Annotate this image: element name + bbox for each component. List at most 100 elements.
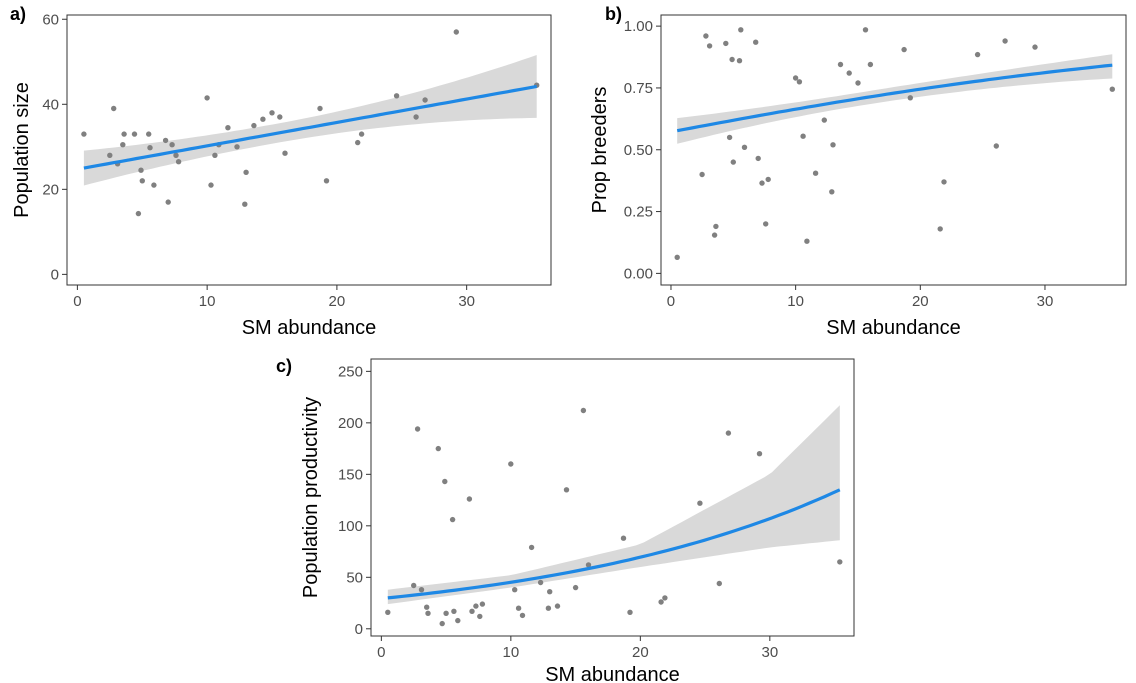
x-tick-label: 20 <box>632 644 649 661</box>
fit-line <box>83 84 537 170</box>
data-point-8 <box>439 620 445 627</box>
data-point-31 <box>282 150 288 156</box>
data-point-36 <box>697 500 703 506</box>
data-point-27 <box>554 603 561 609</box>
data-point-21 <box>800 133 806 139</box>
data-point-38 <box>725 430 732 436</box>
data-point-5 <box>424 604 430 610</box>
y-tick-label: 100 <box>338 518 363 535</box>
data-point-33 <box>907 95 913 101</box>
data-point-32 <box>317 105 323 112</box>
data-point-11 <box>449 516 456 523</box>
data-point-34 <box>355 139 361 146</box>
data-point-21 <box>515 605 522 611</box>
data-point-28 <box>260 116 266 122</box>
data-point-24 <box>234 144 240 150</box>
data-point-23 <box>225 125 231 131</box>
data-point-19 <box>508 461 514 467</box>
panel-b: 0 10 20 30 0.00 0.25 0.50 0.75 1.00 SM abundance P… <box>589 4 1127 339</box>
y-tick-label: 250 <box>338 363 363 380</box>
data-point-5 <box>711 232 718 238</box>
data-point-18 <box>765 176 771 183</box>
x-tick-label: 0 <box>377 644 385 661</box>
data-point-14 <box>162 137 169 144</box>
data-point-11 <box>736 58 743 64</box>
y-axis-title: Population productivity <box>300 397 322 598</box>
data-point-39 <box>1032 44 1038 50</box>
data-point-29 <box>269 110 275 116</box>
data-point-34 <box>937 226 943 232</box>
data-point-13 <box>151 182 157 188</box>
data-point-34 <box>658 599 664 605</box>
data-point-1 <box>385 609 391 615</box>
y-tick-label: 1.00 <box>624 18 653 35</box>
data-point-36 <box>393 93 400 99</box>
plot-frame <box>660 14 1127 286</box>
data-point-25 <box>242 201 248 207</box>
data-point-26 <box>243 169 249 175</box>
data-point-2 <box>107 152 113 158</box>
data-point-40 <box>837 559 843 565</box>
data-point-29 <box>572 584 579 591</box>
data-point-37 <box>413 114 419 120</box>
y-tick-label: 0.25 <box>624 204 653 221</box>
data-point-9 <box>729 56 735 63</box>
data-point-17 <box>763 221 769 227</box>
data-point-33 <box>323 178 330 184</box>
data-point-27 <box>251 122 257 129</box>
confidence-band <box>677 54 1113 144</box>
data-point-1 <box>674 254 680 260</box>
data-point-7 <box>435 445 441 452</box>
data-point-35 <box>941 179 947 185</box>
data-point-3 <box>111 105 117 112</box>
x-tick-label: 30 <box>1037 293 1054 310</box>
data-point-33 <box>627 609 633 615</box>
data-point-9 <box>138 167 144 173</box>
data-point-2 <box>699 171 705 178</box>
fit-line <box>387 488 841 600</box>
data-point-16 <box>169 142 175 148</box>
data-point-22 <box>519 612 526 619</box>
data-point-19 <box>792 75 799 81</box>
data-point-20 <box>512 587 518 593</box>
data-point-38 <box>422 97 428 103</box>
x-axis-title: SM abundance <box>826 317 961 339</box>
data-point-30 <box>277 114 283 120</box>
data-point-26 <box>830 142 836 148</box>
plot-frame <box>370 358 855 637</box>
data-point-37 <box>716 580 722 587</box>
y-axis-title: Population size <box>11 82 33 218</box>
y-axis-title: Prop breeders <box>589 87 611 214</box>
confidence-band <box>83 55 537 186</box>
fit-line <box>676 63 1113 133</box>
data-point-13 <box>455 617 461 624</box>
data-point-10 <box>139 178 145 184</box>
data-point-15 <box>469 608 475 614</box>
data-point-19 <box>204 95 210 101</box>
data-point-18 <box>479 601 486 607</box>
data-point-30 <box>862 27 869 33</box>
y-tick-label: 40 <box>42 96 59 113</box>
data-point-3 <box>414 426 421 432</box>
data-point-5 <box>120 142 126 148</box>
data-point-1 <box>81 131 87 137</box>
plot-frame <box>66 14 552 286</box>
y-tick-label: 20 <box>42 181 59 198</box>
data-point-35 <box>662 595 668 601</box>
x-tick-label: 10 <box>787 293 804 310</box>
x-axis-title: SM abundance <box>545 664 680 683</box>
data-point-25 <box>545 605 552 611</box>
data-point-23 <box>812 170 819 176</box>
data-point-39 <box>756 451 763 457</box>
data-point-31 <box>867 61 874 68</box>
data-point-31 <box>585 562 592 568</box>
data-point-30 <box>580 407 587 414</box>
data-point-16 <box>759 180 765 186</box>
x-tick-label: 10 <box>503 644 520 661</box>
data-point-4 <box>418 587 425 593</box>
data-point-14 <box>753 39 759 45</box>
confidence-band <box>387 405 840 605</box>
data-point-37 <box>993 143 999 149</box>
data-point-35 <box>358 131 365 137</box>
panel-tag: b) <box>605 4 622 24</box>
